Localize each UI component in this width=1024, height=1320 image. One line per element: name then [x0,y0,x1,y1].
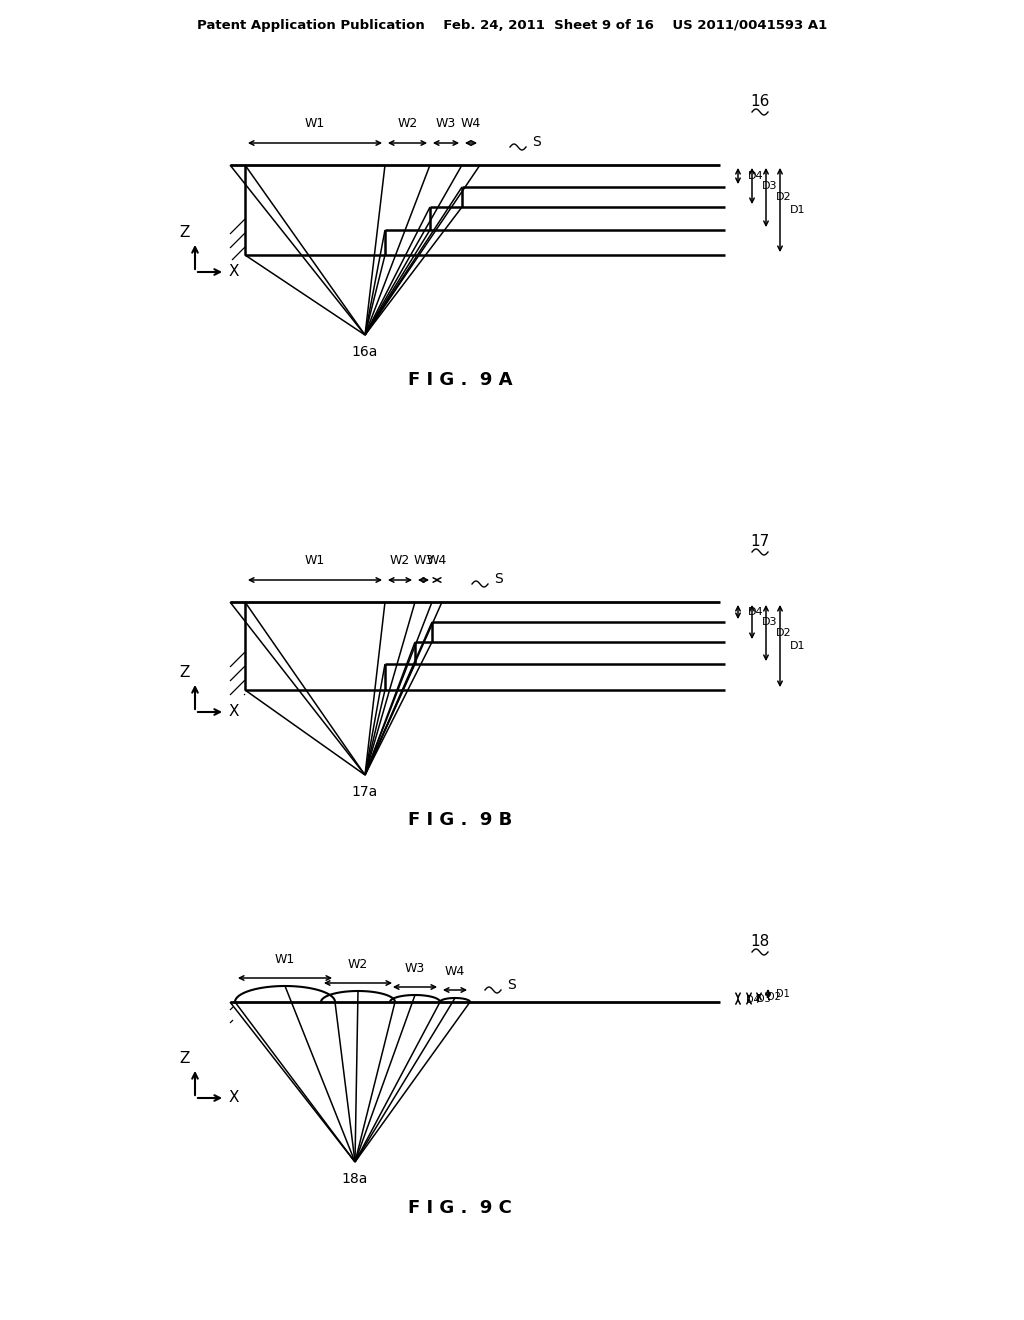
Text: D2: D2 [776,193,792,202]
Text: 16: 16 [751,95,770,110]
Text: D4: D4 [746,995,760,1005]
Text: X: X [229,264,240,280]
Text: W1: W1 [274,953,295,966]
Text: W3: W3 [404,962,425,975]
Text: D1: D1 [790,205,806,215]
Text: Z: Z [180,665,190,680]
Text: D1: D1 [790,642,806,651]
Text: D1: D1 [776,989,790,999]
Text: D3: D3 [762,616,777,627]
Text: W4: W4 [427,554,447,568]
Text: 18: 18 [751,935,770,949]
Text: W2: W2 [390,554,411,568]
Text: F I G .  9 C: F I G . 9 C [408,1199,512,1217]
Text: X: X [229,705,240,719]
Text: S: S [507,978,516,993]
Text: S: S [532,135,541,149]
Text: 17a: 17a [352,785,378,799]
Text: 17: 17 [751,535,770,549]
Text: D2: D2 [776,628,792,638]
Text: Z: Z [180,224,190,240]
Text: W3: W3 [414,554,433,568]
Text: W4: W4 [461,117,481,129]
Text: F I G .  9 B: F I G . 9 B [408,810,512,829]
Text: W4: W4 [444,965,465,978]
Text: Z: Z [180,1051,190,1067]
Text: D4: D4 [748,607,764,616]
Text: 16a: 16a [352,345,378,359]
Text: D2: D2 [767,991,781,1002]
Text: S: S [494,572,503,586]
Text: 18a: 18a [342,1172,369,1185]
Text: D3: D3 [762,181,777,191]
Text: W1: W1 [305,117,326,129]
Text: Patent Application Publication    Feb. 24, 2011  Sheet 9 of 16    US 2011/004159: Patent Application Publication Feb. 24, … [197,18,827,32]
Text: X: X [229,1090,240,1106]
Text: D4: D4 [748,172,764,181]
Text: W2: W2 [348,958,368,972]
Text: W1: W1 [305,554,326,568]
Text: D3: D3 [757,994,771,1003]
Text: W3: W3 [436,117,456,129]
Text: F I G .  9 A: F I G . 9 A [408,371,512,389]
Text: W2: W2 [397,117,418,129]
